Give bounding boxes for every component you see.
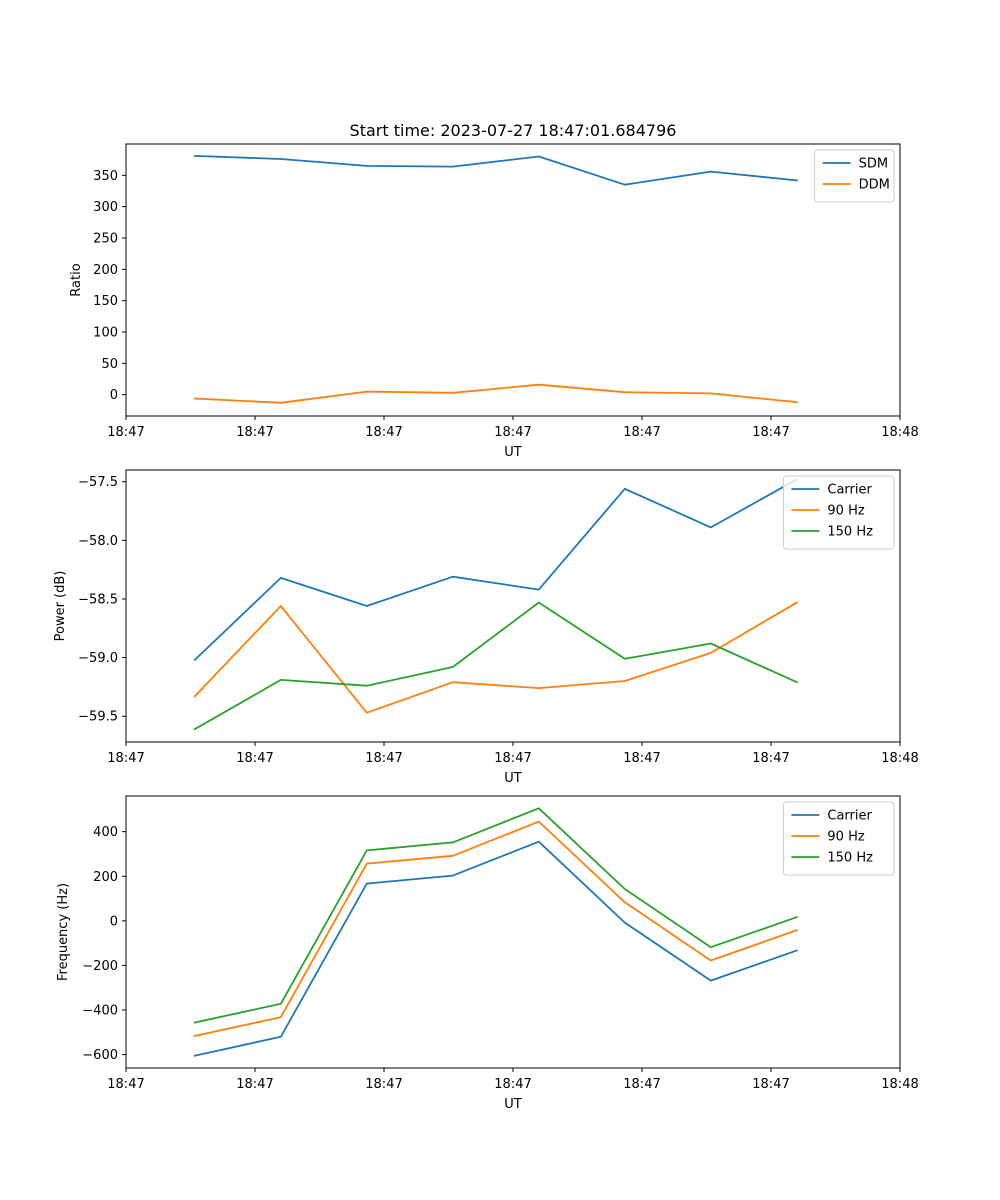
series-line-carrier: [193, 478, 799, 662]
x-tick-label: 18:47: [365, 1077, 402, 1092]
y-tick-label: 350: [93, 169, 118, 184]
y-tick-label: −58.5: [78, 592, 118, 607]
y-tick-label: 0: [110, 388, 118, 403]
y-tick-label: −600: [82, 1048, 118, 1063]
x-tick-label: 18:47: [752, 425, 789, 440]
chart-title: Start time: 2023-07-27 18:47:01.684796: [350, 121, 677, 140]
legend-label: DDM: [859, 178, 890, 193]
y-tick-label: −59.5: [78, 710, 118, 725]
y-tick-label: 250: [93, 232, 118, 247]
y-tick-label: −59.0: [78, 651, 118, 666]
y-tick-label: 0: [110, 914, 118, 929]
series-line-carrier: [193, 840, 798, 1057]
x-tick-label: 18:47: [623, 1077, 660, 1092]
series-line-90-hz: [193, 601, 799, 714]
y-tick-label: −200: [82, 959, 118, 974]
x-tick-label: 18:47: [236, 751, 273, 766]
legend-label: SDM: [859, 157, 888, 172]
series-line-150-hz: [193, 807, 798, 1024]
series-line-150-hz: [193, 601, 798, 731]
y-axis-label: Frequency (Hz): [56, 883, 71, 981]
y-tick-label: 150: [93, 294, 118, 309]
x-tick-label: 18:47: [494, 751, 531, 766]
y-tick-label: 50: [101, 357, 118, 372]
x-tick-label: 18:47: [365, 751, 402, 766]
y-tick-label: 300: [93, 200, 118, 215]
series-line-sdm: [193, 154, 798, 186]
x-tick-label: 18:47: [107, 1077, 144, 1092]
series-line-90-hz: [193, 820, 798, 1037]
x-axis-label: UT: [504, 771, 522, 786]
x-tick-label: 18:47: [752, 751, 789, 766]
x-axis-label: UT: [504, 1097, 522, 1112]
y-tick-label: 200: [93, 870, 118, 885]
x-tick-label: 18:47: [623, 425, 660, 440]
x-tick-label: 18:47: [236, 425, 273, 440]
x-tick-label: 18:48: [881, 751, 918, 766]
y-tick-label: 100: [93, 326, 118, 341]
x-tick-label: 18:48: [881, 1077, 918, 1092]
x-tick-label: 18:47: [236, 1077, 273, 1092]
x-tick-label: 18:47: [107, 425, 144, 440]
power-panel: UT Power (dB) 18:47 18:47 18:47 18:47 18:47 1…: [53, 469, 919, 786]
x-tick-label: 18:47: [494, 1077, 531, 1092]
y-tick-label: −400: [82, 1004, 118, 1019]
legend-label: 90 Hz: [827, 830, 864, 845]
ratio-panel: Start time: 2023-07-27 18:47:01.684796 U…: [69, 121, 919, 460]
legend-label: Carrier: [827, 483, 872, 498]
y-tick-label: −58.0: [78, 534, 118, 549]
x-tick-label: 18:47: [752, 1077, 789, 1092]
legend-label: 150 Hz: [827, 851, 873, 866]
y-tick-label: 200: [93, 263, 118, 278]
x-axis-label: UT: [504, 445, 522, 460]
y-axis-label: Power (dB): [53, 571, 68, 642]
legend-label: 90 Hz: [827, 504, 864, 519]
x-tick-label: 18:47: [623, 751, 660, 766]
x-tick-label: 18:47: [494, 425, 531, 440]
legend-label: 150 Hz: [827, 525, 873, 540]
y-tick-label: −57.5: [78, 475, 118, 490]
y-axis-label: Ratio: [69, 263, 84, 296]
legend-label: Carrier: [827, 809, 872, 824]
frequency-panel: UT Frequency (Hz) 18:47 18:47 18:47 18:47 18…: [56, 795, 919, 1112]
x-tick-label: 18:47: [365, 425, 402, 440]
x-tick-label: 18:48: [881, 425, 918, 440]
y-tick-label: 400: [93, 825, 118, 840]
series-line-ddm: [193, 383, 798, 404]
x-tick-label: 18:47: [107, 751, 144, 766]
